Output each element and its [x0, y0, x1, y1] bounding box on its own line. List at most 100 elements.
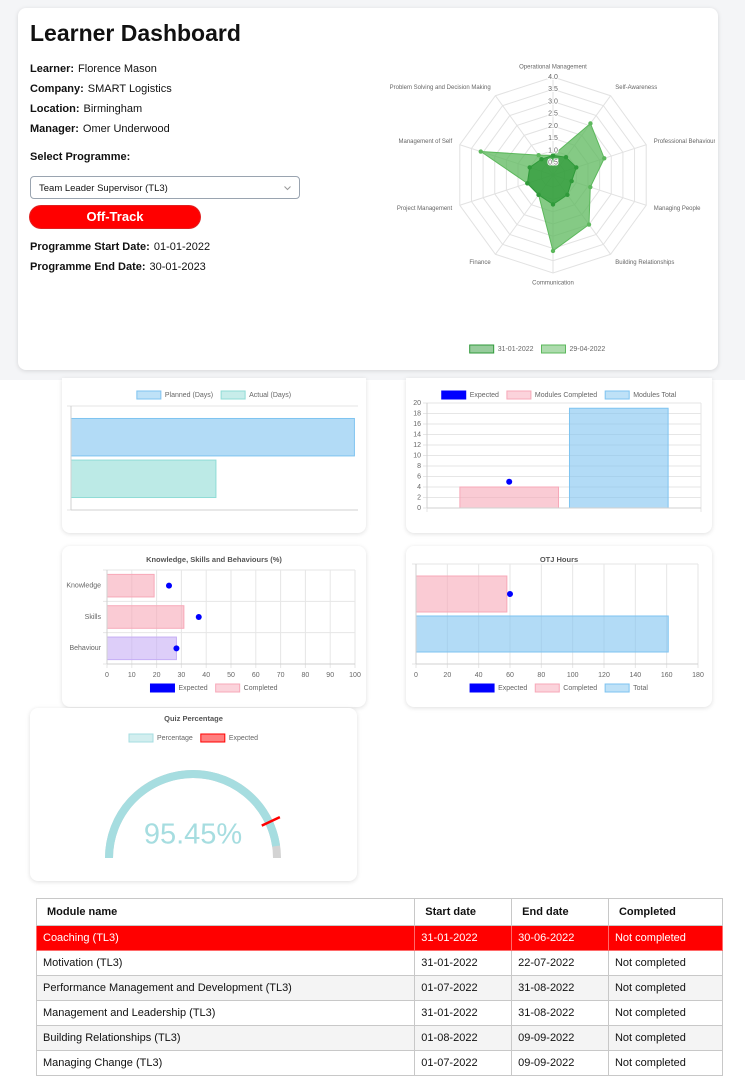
table-row: Motivation (TL3) 31-01-2022 22-07-2022 Not …: [35, 950, 724, 976]
detail-value: Florence Mason: [78, 63, 157, 75]
table-cell: 30-06-2022: [511, 925, 609, 951]
selected-programme: Team Leader Supervisor (TL3): [39, 183, 168, 194]
radar-point: [586, 222, 592, 227]
radar-point: [602, 156, 607, 161]
detail-value: Omer Underwood: [82, 123, 170, 135]
chart-title: Knowledge, Skills and Behaviours (%): [146, 555, 282, 564]
r-tick-label: 0.5: [548, 160, 558, 167]
detail-row: Company: SMART Logistics: [30, 83, 172, 95]
expected-point: [507, 591, 513, 597]
x-tick-label: 0: [414, 672, 418, 679]
table-cell: Building Relationships (TL3): [35, 1025, 416, 1051]
table-cell: Not completed: [607, 950, 724, 976]
detail-label: Company:: [30, 83, 84, 95]
table-cell: 01-07-2022: [414, 975, 513, 1001]
ksb-chart: Knowledge, Skills and Behaviours (%) 0 10 2…: [66, 555, 361, 693]
legend-label: Completed: [244, 685, 278, 692]
table-cell: Not completed: [607, 1025, 724, 1051]
legend-label: Completed: [563, 685, 597, 692]
table-cell: 31-01-2022: [414, 925, 513, 951]
date-value: 30-01-2023: [149, 261, 206, 273]
x-tick-label: 20: [443, 672, 451, 679]
date-row: Programme Start Date: 01-01-2022: [30, 241, 210, 253]
radar-point: [550, 153, 556, 158]
table-row: Managing Change (TL3) 01-07-2022 09-09-202…: [35, 1050, 724, 1076]
table-row: Management and Leadership (TL3) 31-01-202…: [35, 1000, 724, 1026]
r-tick-label: 1.0: [548, 147, 558, 154]
x-tick-label: 140: [629, 672, 641, 679]
x-tick-label: 40: [475, 672, 483, 679]
legend-swatch: [604, 683, 630, 693]
legend-swatch: [128, 733, 154, 743]
legend-label: Expected: [498, 685, 527, 692]
legend-label: Expected: [470, 392, 499, 399]
column-header: Module name: [35, 898, 416, 926]
axis-label: Operational Management: [519, 65, 587, 71]
table-cell: Not completed: [607, 1050, 724, 1076]
table-cell: 01-08-2022: [414, 1025, 513, 1051]
r-tick-label: 3.0: [548, 98, 558, 105]
x-tick-label: 60: [252, 672, 260, 679]
x-tick-label: 30: [178, 672, 186, 679]
legend-swatch: [604, 390, 630, 400]
chart-card: Knowledge, Skills and Behaviours (%) 0 10 2…: [62, 546, 366, 707]
x-tick-label: 180: [692, 672, 704, 679]
legend: Percentage Expected: [128, 733, 258, 743]
legend-label: Expected: [229, 735, 258, 742]
legend-label: Modules Total: [633, 392, 677, 399]
bar: [459, 486, 560, 509]
y-tick-label: 4: [417, 484, 421, 491]
x-tick-label: 0: [105, 672, 109, 679]
chart-title: OTJ Hours: [540, 555, 578, 564]
x-tick-label: 50: [227, 672, 235, 679]
radar-point: [536, 152, 541, 158]
programme-select[interactable]: Team Leader Supervisor (TL3): [30, 176, 300, 199]
radar-point: [569, 178, 574, 184]
legend-swatch: [469, 683, 495, 693]
legend-swatch: [215, 683, 241, 693]
column-header: Start date: [414, 898, 513, 926]
legend-swatch: [469, 344, 495, 354]
radar-point: [574, 165, 579, 170]
detail-row: Learner: Florence Mason: [30, 63, 157, 75]
x-tick-label: 60: [506, 672, 514, 679]
y-tick-label: 16: [413, 421, 421, 428]
status-badge: Off-Track: [30, 206, 200, 228]
axis-label: Project Management: [397, 206, 453, 212]
x-tick-label: 120: [598, 672, 610, 679]
table-cell: 01-07-2022: [414, 1050, 513, 1076]
y-tick-label: 2: [417, 494, 421, 501]
table-cell: Performance Management and Development (…: [35, 975, 416, 1001]
radar-point: [536, 192, 541, 198]
legend-swatch: [534, 683, 560, 693]
axis-label: Finance: [469, 260, 491, 266]
legend-swatch: [506, 390, 532, 400]
y-tick-label: 12: [413, 442, 421, 449]
column-header: End date: [511, 898, 609, 926]
chart-card: OTJ Hours 0 20 40 60 80 100 120 140 160 180 Expecte…: [406, 546, 712, 707]
x-tick-label: 70: [277, 672, 285, 679]
legend: Expected Modules Completed Modules Total: [441, 390, 677, 400]
date-label: Programme Start Date:: [30, 241, 150, 253]
x-tick-label: 40: [202, 672, 210, 679]
table-body: Coaching (TL3) 31-01-2022 30-06-2022 Not co…: [35, 925, 724, 1076]
legend-label: 31-01-2022: [498, 346, 534, 353]
table-cell: 09-09-2022: [511, 1050, 609, 1076]
table-cell: 31-01-2022: [414, 950, 513, 976]
radar-point: [565, 192, 570, 198]
table-cell: Motivation (TL3): [35, 950, 416, 976]
legend-label: Percentage: [157, 735, 193, 742]
radar-point: [588, 184, 593, 190]
legend-swatch: [220, 390, 246, 400]
y-tick-label: 6: [417, 473, 421, 480]
radar-chart: Operational Management Self-Awareness Prof…: [390, 65, 715, 354]
y-tick-label: 10: [413, 452, 421, 459]
x-tick-label: 20: [153, 672, 161, 679]
table-cell: Not completed: [607, 925, 724, 951]
legend-label: Modules Completed: [535, 392, 597, 399]
x-tick-label: 100: [567, 672, 579, 679]
axis-label: Communication: [532, 281, 574, 287]
legend-label: Planned (Days): [165, 392, 213, 399]
detail-label: Learner:: [30, 63, 75, 75]
